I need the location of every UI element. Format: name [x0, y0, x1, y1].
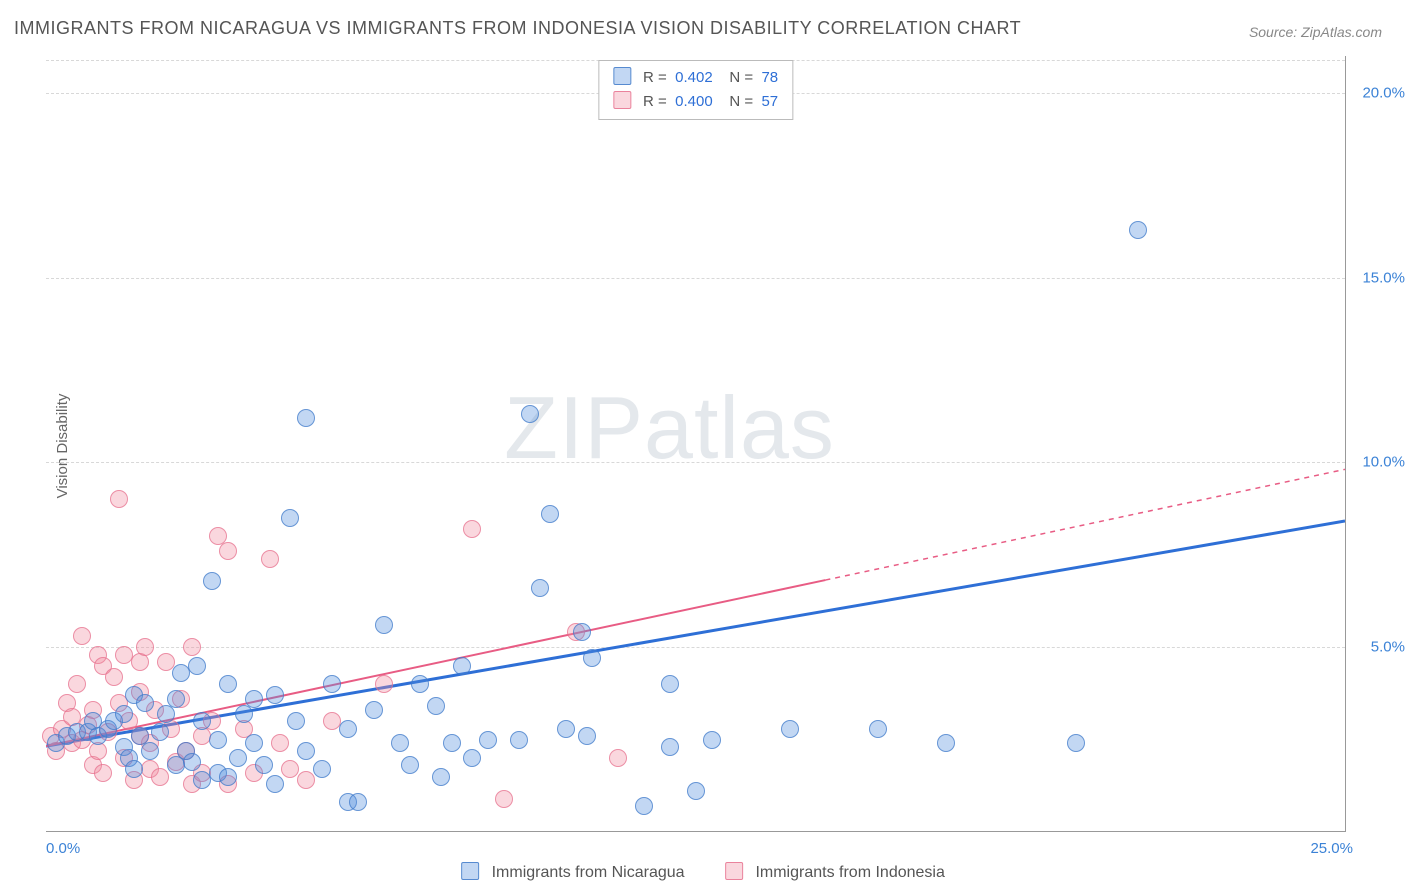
data-point [68, 675, 86, 693]
source-label: Source: ZipAtlas.com [1249, 24, 1382, 40]
data-point [73, 627, 91, 645]
gridline [46, 462, 1345, 463]
data-point [531, 579, 549, 597]
data-point [219, 768, 237, 786]
data-point [110, 490, 128, 508]
series-legend: Immigrants from Nicaragua Immigrants fro… [443, 862, 963, 882]
plot-area: ZIPatlas 5.0%10.0%15.0%20.0% 0.0% 25.0% … [46, 56, 1346, 832]
data-point [183, 638, 201, 656]
data-point [937, 734, 955, 752]
legend-row-nicaragua: R = 0.402 N = 78 [613, 66, 778, 90]
x-tick-max: 25.0% [1310, 840, 1353, 857]
data-point [141, 742, 159, 760]
data-point [281, 760, 299, 778]
data-point [297, 409, 315, 427]
data-point [869, 720, 887, 738]
data-point [635, 797, 653, 815]
data-point [443, 734, 461, 752]
data-point [193, 712, 211, 730]
data-point [115, 705, 133, 723]
data-point [209, 731, 227, 749]
y-tick: 5.0% [1353, 639, 1405, 656]
data-point [578, 727, 596, 745]
data-point [495, 790, 513, 808]
swatch-icon [613, 91, 631, 109]
data-point [427, 697, 445, 715]
data-point [661, 738, 679, 756]
data-point [261, 550, 279, 568]
data-point [339, 720, 357, 738]
data-point [266, 686, 284, 704]
data-point [219, 542, 237, 560]
data-point [229, 749, 247, 767]
data-point [375, 675, 393, 693]
data-point [94, 764, 112, 782]
data-point [255, 756, 273, 774]
gridline [46, 278, 1345, 279]
data-point [349, 793, 367, 811]
data-point [136, 694, 154, 712]
data-point [453, 657, 471, 675]
data-point [297, 742, 315, 760]
data-point [235, 705, 253, 723]
data-point [1067, 734, 1085, 752]
data-point [432, 768, 450, 786]
data-point [125, 760, 143, 778]
data-point [157, 705, 175, 723]
data-point [151, 768, 169, 786]
data-point [136, 638, 154, 656]
data-point [463, 520, 481, 538]
data-point [281, 509, 299, 527]
data-point [297, 771, 315, 789]
legend-item-indonesia: Immigrants from Indonesia [725, 864, 945, 881]
data-point [573, 623, 591, 641]
y-tick: 10.0% [1353, 454, 1405, 471]
data-point [391, 734, 409, 752]
data-point [1129, 221, 1147, 239]
legend-row-indonesia: R = 0.400 N = 57 [613, 90, 778, 114]
data-point [609, 749, 627, 767]
data-point [323, 675, 341, 693]
swatch-icon [725, 862, 743, 880]
correlation-legend: R = 0.402 N = 78 R = 0.400 N = 57 [598, 60, 793, 120]
data-point [661, 675, 679, 693]
data-point [245, 690, 263, 708]
data-point [703, 731, 721, 749]
y-tick: 15.0% [1353, 269, 1405, 286]
data-point [781, 720, 799, 738]
data-point [151, 723, 169, 741]
data-point [219, 675, 237, 693]
data-point [188, 657, 206, 675]
data-point [105, 668, 123, 686]
data-point [365, 701, 383, 719]
data-point [287, 712, 305, 730]
data-point [313, 760, 331, 778]
data-point [583, 649, 601, 667]
gridline [46, 647, 1345, 648]
data-point [541, 505, 559, 523]
data-point [245, 734, 263, 752]
swatch-icon [613, 67, 631, 85]
x-tick-min: 0.0% [46, 840, 80, 857]
data-point [203, 572, 221, 590]
data-point [521, 405, 539, 423]
data-point [401, 756, 419, 774]
data-point [375, 616, 393, 634]
data-point [557, 720, 575, 738]
y-tick: 20.0% [1353, 84, 1405, 101]
data-point [510, 731, 528, 749]
data-point [271, 734, 289, 752]
data-point [463, 749, 481, 767]
watermark: ZIPatlas [504, 377, 835, 479]
data-point [157, 653, 175, 671]
swatch-icon [461, 862, 479, 880]
chart-title: IMMIGRANTS FROM NICARAGUA VS IMMIGRANTS … [14, 18, 1021, 39]
data-point [266, 775, 284, 793]
legend-item-nicaragua: Immigrants from Nicaragua [461, 864, 689, 881]
data-point [183, 753, 201, 771]
data-point [167, 690, 185, 708]
data-point [479, 731, 497, 749]
data-point [687, 782, 705, 800]
data-point [411, 675, 429, 693]
